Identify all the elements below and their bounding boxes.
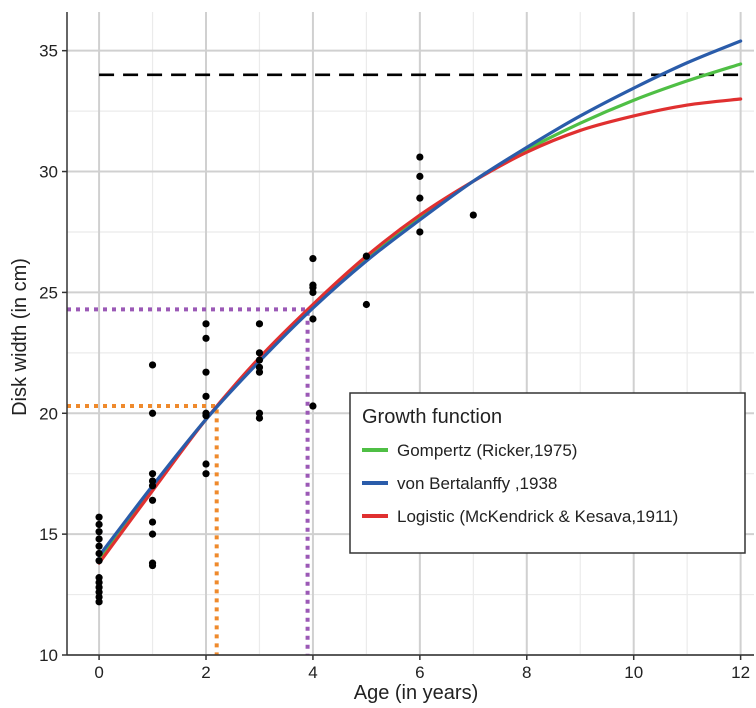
x-tick-label: 2 [201, 663, 210, 682]
x-tick-label: 8 [522, 663, 531, 682]
observation-point [95, 574, 103, 582]
observation-point [95, 542, 103, 550]
x-tick-label: 0 [94, 663, 103, 682]
observation-point [202, 409, 210, 417]
y-tick-label: 15 [39, 525, 58, 544]
observation-point [148, 496, 157, 504]
observation-point [255, 356, 264, 364]
observation-point [416, 228, 424, 236]
observation-point [148, 470, 157, 478]
observation-point [202, 334, 210, 342]
observation-point [469, 211, 477, 219]
observation-point [202, 368, 210, 376]
grid [67, 12, 754, 656]
reference-lines [67, 73, 741, 655]
legend-label: Gompertz (Ricker,1975) [397, 441, 577, 460]
observation-point [95, 535, 103, 543]
x-tick-label: 4 [308, 663, 317, 682]
observation-point [95, 549, 103, 558]
observation-point [148, 518, 157, 526]
y-tick-label: 25 [39, 283, 58, 302]
observation-point [202, 392, 210, 400]
x-tick-label: 12 [731, 663, 750, 682]
observation-point [416, 172, 424, 180]
observation-point [255, 409, 264, 417]
observation-point [95, 513, 103, 521]
y-tick-label: 35 [39, 42, 58, 61]
reference-line [67, 307, 310, 655]
observation-point [362, 252, 370, 260]
observation-point [202, 460, 210, 468]
observation-point [202, 470, 210, 478]
observation-point [255, 349, 264, 357]
legend-items: Gompertz (Ricker,1975) von Bertalanffy ,1… [362, 441, 678, 526]
observation-point [255, 320, 264, 328]
x-tick-label: 6 [415, 663, 424, 682]
observation-point [255, 363, 264, 371]
legend-label: von Bertalanffy ,1938 [397, 474, 557, 493]
y-tick-label: 30 [39, 163, 58, 182]
observation-point [148, 559, 157, 567]
observation-point [148, 530, 157, 538]
x-axis-title: Age (in years) [354, 682, 479, 704]
observation-point [416, 194, 424, 202]
legend-title: Growth function [362, 406, 502, 428]
observation-point [309, 402, 317, 410]
observation-point [148, 361, 157, 369]
growth-curve-line [97, 39, 743, 558]
observation-point [148, 477, 157, 485]
legend-box [349, 392, 746, 554]
observation-point [309, 315, 317, 323]
observation-point [95, 520, 103, 529]
observation-point [202, 320, 210, 328]
observation-point [362, 300, 370, 309]
observation-point [95, 528, 103, 536]
observation-point [309, 281, 317, 289]
y-tick-label: 20 [39, 404, 58, 423]
x-tick-label: 10 [624, 663, 643, 682]
observation-point [309, 254, 317, 263]
axes: 0 2 4 6 8 10 12 10 15 20 25 30 35 [39, 12, 754, 682]
observation-point [148, 409, 157, 417]
growth-curves [97, 39, 743, 565]
observation-point [95, 557, 103, 565]
legend-label: Logistic (McKendrick & Kesava,1911) [397, 507, 678, 526]
reference-line [67, 404, 219, 655]
observation-points [95, 153, 477, 606]
legend: Growth function Gompertz (Ricker,1975) vo… [349, 392, 746, 554]
y-axis-title: Disk width (in cm) [9, 258, 31, 416]
y-tick-label: 10 [39, 646, 58, 665]
observation-point [416, 153, 424, 161]
